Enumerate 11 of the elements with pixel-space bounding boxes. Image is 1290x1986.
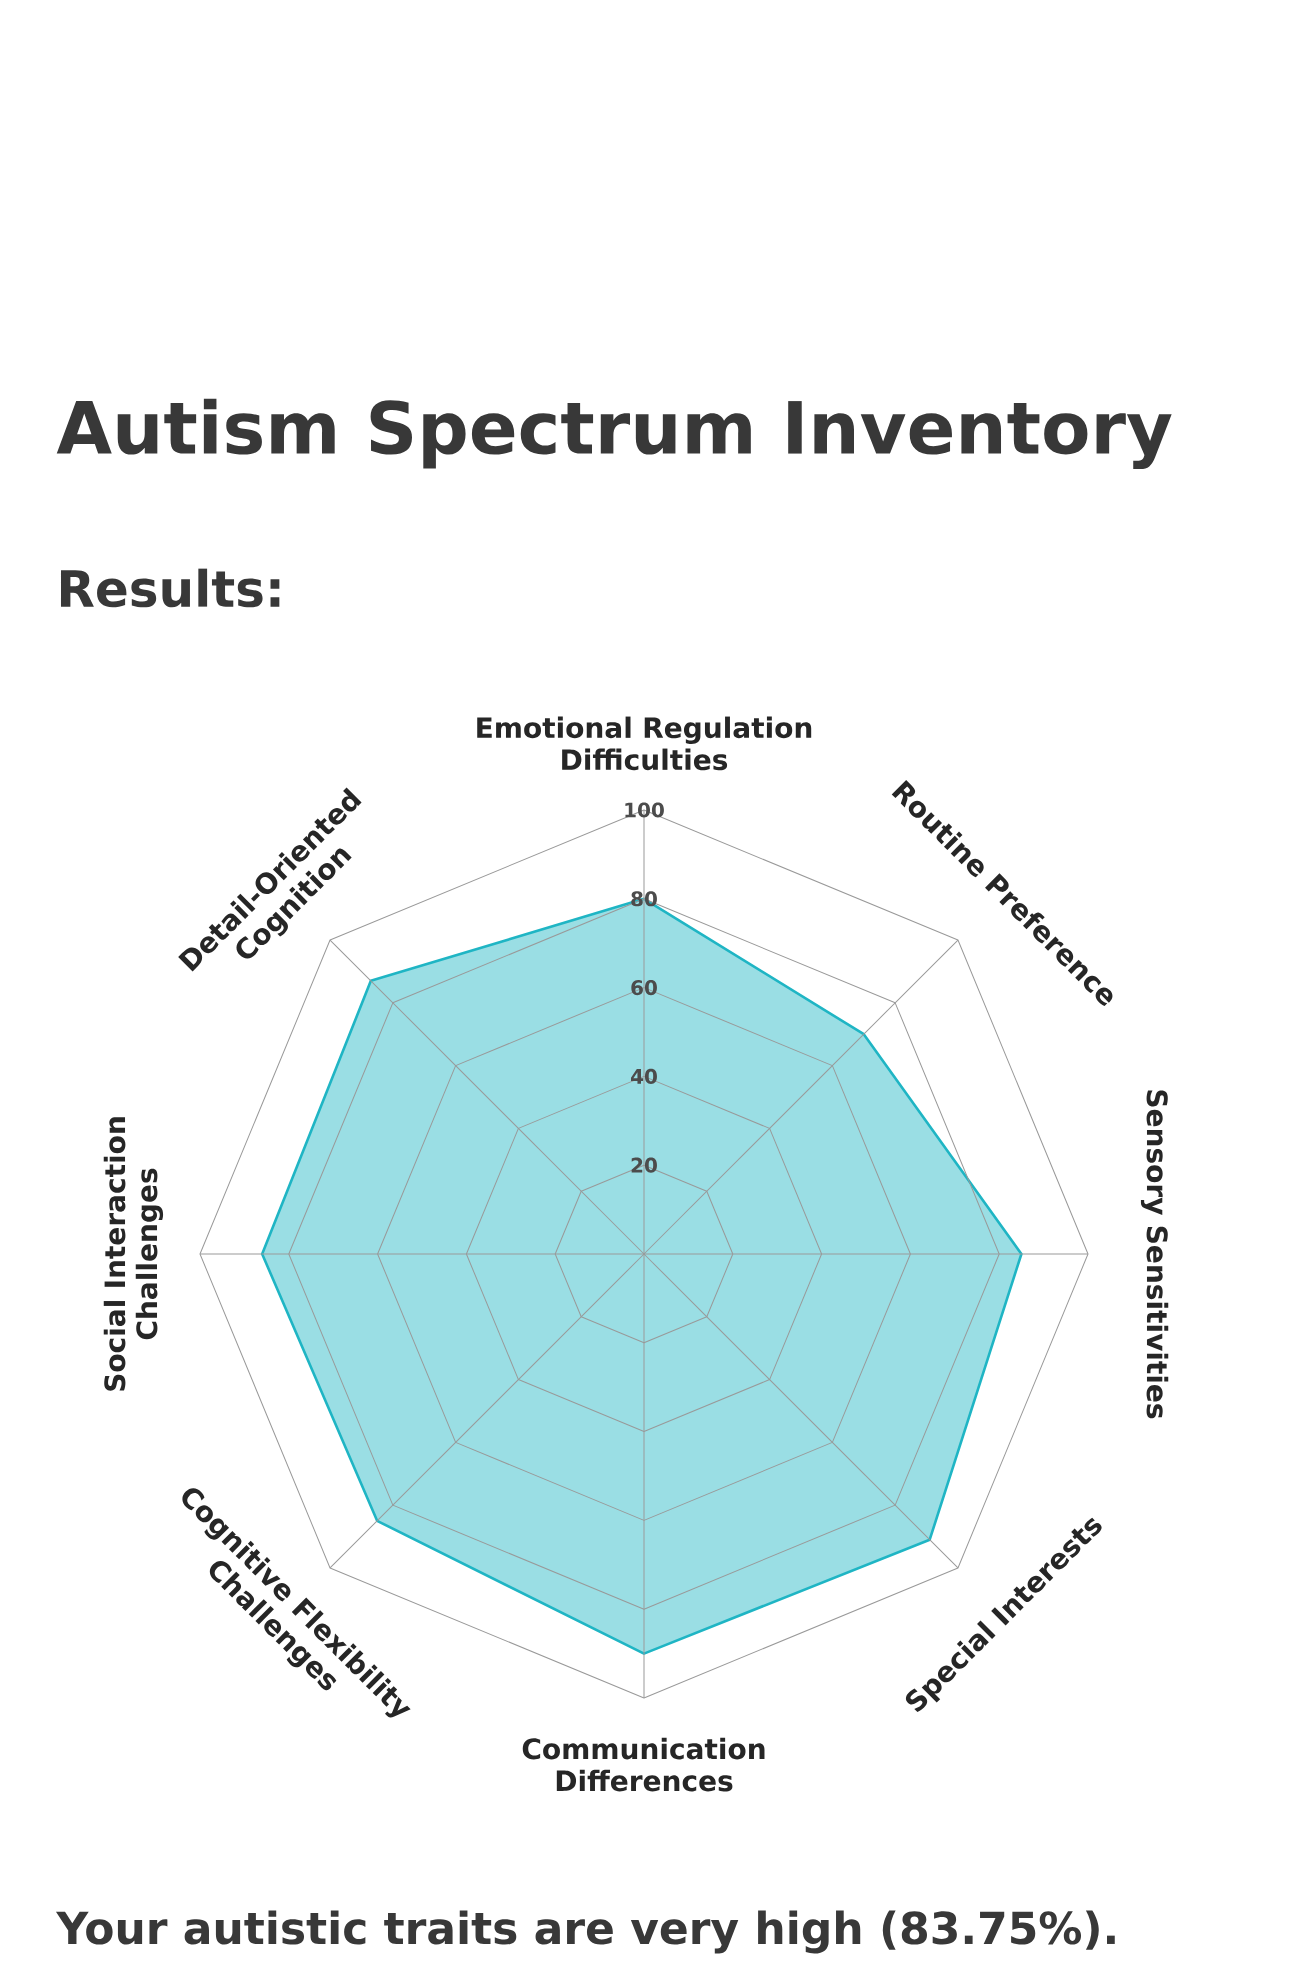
y-tick-label: 20 — [631, 1157, 657, 1173]
y-tick-label: 100 — [625, 802, 664, 818]
spoke-label: Social Interaction Challenges — [103, 1117, 164, 1391]
spoke-label: Communication Differences — [522, 1737, 765, 1792]
y-tick-label: 60 — [631, 980, 657, 996]
chart-title: Autism Spectrum Inventory — [56, 398, 1172, 470]
y-tick-label: 40 — [630, 1068, 657, 1084]
spoke-label: Emotional Regulation Difficulties — [477, 716, 812, 771]
chart-subtitle: Results: — [60, 568, 280, 608]
text: Your autistic traits are very high (83.75%). — [55, 1910, 1115, 1954]
spoke-label: Sensory Sensitivities — [1140, 1090, 1169, 1419]
